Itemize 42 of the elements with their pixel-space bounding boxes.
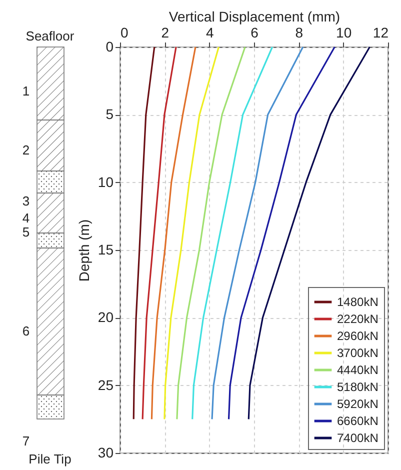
y-tick-label: 30 (98, 444, 114, 460)
line-series (164, 46, 220, 420)
line-series (150, 46, 196, 420)
legend-label: 2220kN (337, 312, 378, 326)
y-axis-title: Depth (m) (76, 219, 92, 282)
y-tick-label: 15 (98, 242, 114, 258)
x-tick-label: 0 (120, 24, 128, 40)
y-tick-label: 0 (106, 38, 114, 54)
y-tick-label: 5 (106, 106, 114, 122)
line-series (228, 46, 336, 420)
line-series (176, 46, 246, 420)
legend-label: 4440kN (337, 363, 378, 377)
legend-label: 5920kN (337, 397, 378, 411)
y-tick-label: 20 (98, 309, 114, 326)
line-series (142, 46, 177, 420)
x-tick-label: 10 (336, 24, 352, 40)
text: 5 (22, 224, 30, 240)
legend-label: 3700kN (337, 346, 378, 360)
legend-label: 2960kN (337, 329, 378, 343)
x-tick-label: 8 (295, 24, 304, 40)
text: 1 (22, 83, 30, 98)
text: 4 (22, 210, 30, 226)
text: Pile Tip (28, 451, 72, 466)
x-tick-label: 6 (250, 24, 259, 40)
text: 6 (22, 323, 30, 338)
x-tick-label: 4 (206, 24, 214, 40)
x-tick-label: 2 (161, 24, 170, 40)
legend-label: 5180kN (337, 380, 378, 394)
line-series (132, 46, 156, 420)
y-tick-label: 25 (98, 376, 114, 393)
x-tick-label: 12 (372, 24, 389, 40)
x-axis-title: Vertical Displacement (mm) (168, 8, 340, 24)
legend-label: 6660kN (337, 414, 378, 428)
line-series (211, 46, 304, 420)
line-series (192, 46, 274, 420)
legend-label: 1480kN (337, 295, 378, 309)
y-tick-label: 10 (98, 174, 114, 190)
legend-label: 7400kN (337, 431, 378, 445)
text: 7 (22, 433, 30, 448)
text: 3 (22, 193, 30, 208)
text: Seafloor (26, 28, 75, 44)
text: 2 (22, 142, 30, 158)
